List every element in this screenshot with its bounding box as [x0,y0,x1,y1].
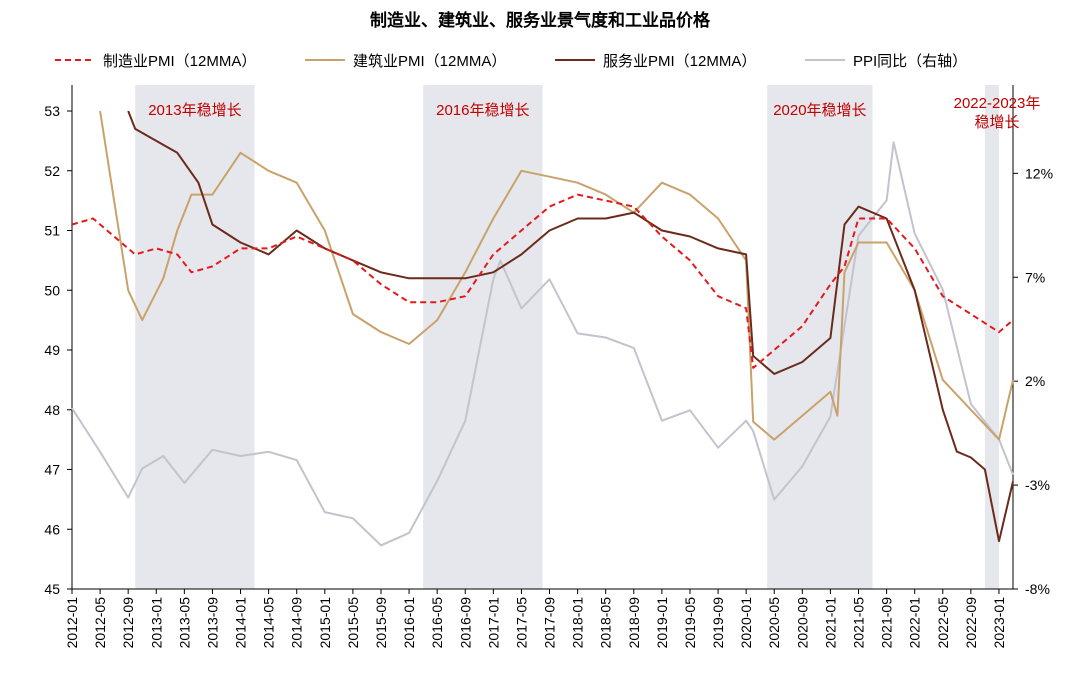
legend-swatch-tan-icon [305,59,345,61]
x-tick-label: 2019-01 [654,597,670,649]
legend-item-services: 服务业PMI（12MMA） [555,48,756,72]
shaded-period-label-3: 2022-2023年稳增长 [954,95,1041,131]
x-tick-label: 2015-09 [373,597,389,649]
x-tick-label: 2017-09 [542,597,558,649]
y-left-tick-label: 48 [44,402,60,418]
y-left-tick-label: 49 [44,342,60,358]
legend-label-services: 服务业PMI（12MMA） [603,52,757,70]
x-tick-label: 2014-01 [233,597,249,649]
x-tick-label: 2022-01 [907,597,923,649]
shaded-period-label-0: 2013年稳增长 [148,102,241,119]
y-right-tick-label: 7% [1025,269,1045,285]
x-tick-label: 2016-09 [457,597,473,649]
y-right-tick-label: 12% [1025,165,1053,181]
x-tick-label: 2015-01 [317,597,333,649]
x-tick-label: 2015-05 [345,597,361,649]
y-left-tick-label: 53 [44,103,60,119]
y-right-tick-label: -3% [1025,477,1050,493]
legend-label-construction: 建筑业PMI（12MMA） [353,52,507,70]
legend-label-ppi: PPI同比（右轴） [853,52,968,70]
x-tick-label: 2012-01 [64,597,80,649]
shaded-period-label-2: 2020年稳增长 [773,102,866,119]
y-right-tick-label: 2% [1025,373,1045,389]
x-tick-label: 2017-05 [513,597,529,649]
legend-label-manufacturing: 制造业PMI（12MMA） [103,52,257,70]
series-line-0 [71,193,1014,369]
x-tick-label: 2021-01 [822,597,838,649]
x-tick-label: 2013-09 [204,597,220,649]
y-left-tick-label: 51 [44,223,60,239]
x-tick-label: 2018-01 [570,597,586,649]
x-tick-label: 2013-05 [176,597,192,649]
x-tick-label: 2018-05 [598,597,614,649]
series-line-3 [71,141,1014,547]
x-tick-label: 2012-05 [92,597,108,649]
legend-item-ppi: PPI同比（右轴） [805,48,967,72]
shaded-period-3 [984,85,999,589]
y-left-tick-label: 50 [44,282,60,298]
x-tick-label: 2017-01 [485,597,501,649]
x-tick-label: 2019-05 [682,597,698,649]
y-left-tick-label: 46 [44,521,60,537]
y-left-tick-label: 52 [44,163,60,179]
shaded-period-0 [135,85,255,589]
x-tick-label: 2018-09 [626,597,642,649]
x-tick-label: 2012-09 [120,597,136,649]
x-tick-label: 2020-09 [794,597,810,649]
y-right-tick-label: -8% [1025,581,1050,597]
x-tick-label: 2022-09 [963,597,979,649]
series-line-2 [127,110,1014,543]
y-left-tick-label: 47 [44,462,60,478]
legend-swatch-dashed-red-icon [55,59,95,61]
x-tick-label: 2020-05 [766,597,782,649]
legend-item-construction: 建筑业PMI（12MMA） [305,48,506,72]
x-tick-label: 2013-01 [148,597,164,649]
legend: 制造业PMI（12MMA） 建筑业PMI（12MMA） 服务业PMI（12MMA… [0,48,1080,72]
legend-swatch-gray-icon [805,59,845,61]
x-tick-label: 2023-01 [991,597,1007,649]
x-tick-label: 2020-01 [738,597,754,649]
shaded-period-2 [767,85,873,589]
legend-swatch-brown-icon [555,59,595,61]
x-tick-label: 2014-09 [289,597,305,649]
x-tick-label: 2014-05 [261,597,277,649]
x-tick-label: 2019-09 [710,597,726,649]
legend-item-manufacturing: 制造业PMI（12MMA） [55,48,256,72]
x-tick-label: 2016-05 [429,597,445,649]
y-left-tick-label: 45 [44,581,60,597]
x-tick-label: 2016-01 [401,597,417,649]
shaded-period-label-1: 2016年稳增长 [436,102,529,119]
x-tick-label: 2021-09 [879,597,895,649]
chart-title: 制造业、建筑业、服务业景气度和工业品价格 [370,11,710,30]
x-tick-label: 2021-05 [851,597,867,649]
x-tick-label: 2022-05 [935,597,951,649]
